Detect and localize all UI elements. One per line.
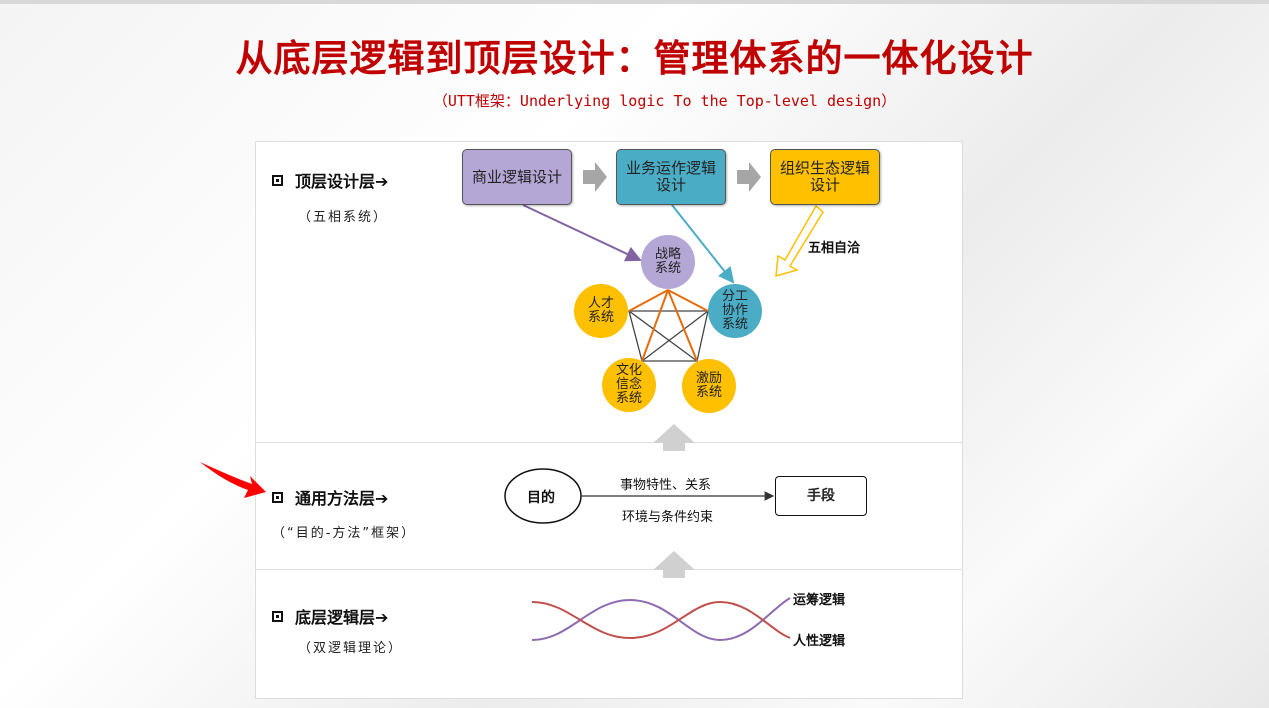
human-logic-label: 人性逻辑 xyxy=(793,634,846,649)
operations-logic-label: 运筹逻辑 xyxy=(793,593,846,608)
purple-connector xyxy=(522,204,642,262)
gray-arrow-right xyxy=(583,162,607,192)
circle-incentive-system: 激励 系统 xyxy=(682,359,736,413)
label-text: 顶层设计层➔ xyxy=(295,172,389,191)
page-subtitle: （UTT框架：Underlying logic To the Top-level… xyxy=(432,92,897,110)
layer-top-label: 顶层设计层➔ xyxy=(272,168,388,192)
layer-bottom-sub: （双逻辑理论） xyxy=(298,641,404,656)
arrow-bottom-label: 环境与条件约束 xyxy=(622,510,714,525)
layer-bottom-label: 底层逻辑层➔ xyxy=(272,604,388,628)
box-org-ecology-logic: 组织生态逻辑设计 xyxy=(770,149,880,205)
hollow-arrow-icon xyxy=(775,204,824,278)
circle-culture-system: 文化 信念 系统 xyxy=(602,358,656,412)
gray-arrow-up xyxy=(653,551,695,578)
gray-arrow-up xyxy=(653,424,695,451)
circle-collaboration-system: 分工 协作 系统 xyxy=(708,284,762,338)
blue-connector xyxy=(671,204,735,284)
means-box: 手段 xyxy=(775,476,867,516)
square-bullet-icon xyxy=(272,611,283,622)
circle-strategy-system: 战略 系统 xyxy=(641,235,695,289)
coherence-label: 五相自洽 xyxy=(808,241,861,256)
square-bullet-icon xyxy=(272,175,283,186)
goal-label: 目的 xyxy=(527,490,555,506)
layer-middle-sub: （“目的-方法”框架） xyxy=(272,526,417,541)
box-business-logic: 商业逻辑设计 xyxy=(462,149,572,205)
gray-arrow-right xyxy=(737,162,761,192)
page-title: 从底层逻辑到顶层设计：管理体系的一体化设计 xyxy=(235,37,1034,80)
arrow-top-label: 事物特性、关系 xyxy=(620,478,712,493)
layer-middle-label: 通用方法层➔ xyxy=(272,485,388,509)
diagram-panel xyxy=(255,141,963,699)
top-bar xyxy=(0,0,1269,4)
divider xyxy=(255,442,963,443)
square-bullet-icon xyxy=(272,492,283,503)
divider xyxy=(255,569,963,570)
red-pointer-arrow-icon xyxy=(200,462,266,498)
circle-talent-system: 人才 系统 xyxy=(574,284,628,338)
box-operations-logic: 业务运作逻辑设计 xyxy=(616,149,726,205)
pentagon xyxy=(628,289,709,362)
line-human-logic xyxy=(531,600,791,640)
label-text: 底层逻辑层➔ xyxy=(295,608,389,627)
layer-top-sub: （五相系统） xyxy=(298,210,389,225)
label-text: 通用方法层➔ xyxy=(295,489,389,508)
line-operations-logic xyxy=(531,597,791,642)
